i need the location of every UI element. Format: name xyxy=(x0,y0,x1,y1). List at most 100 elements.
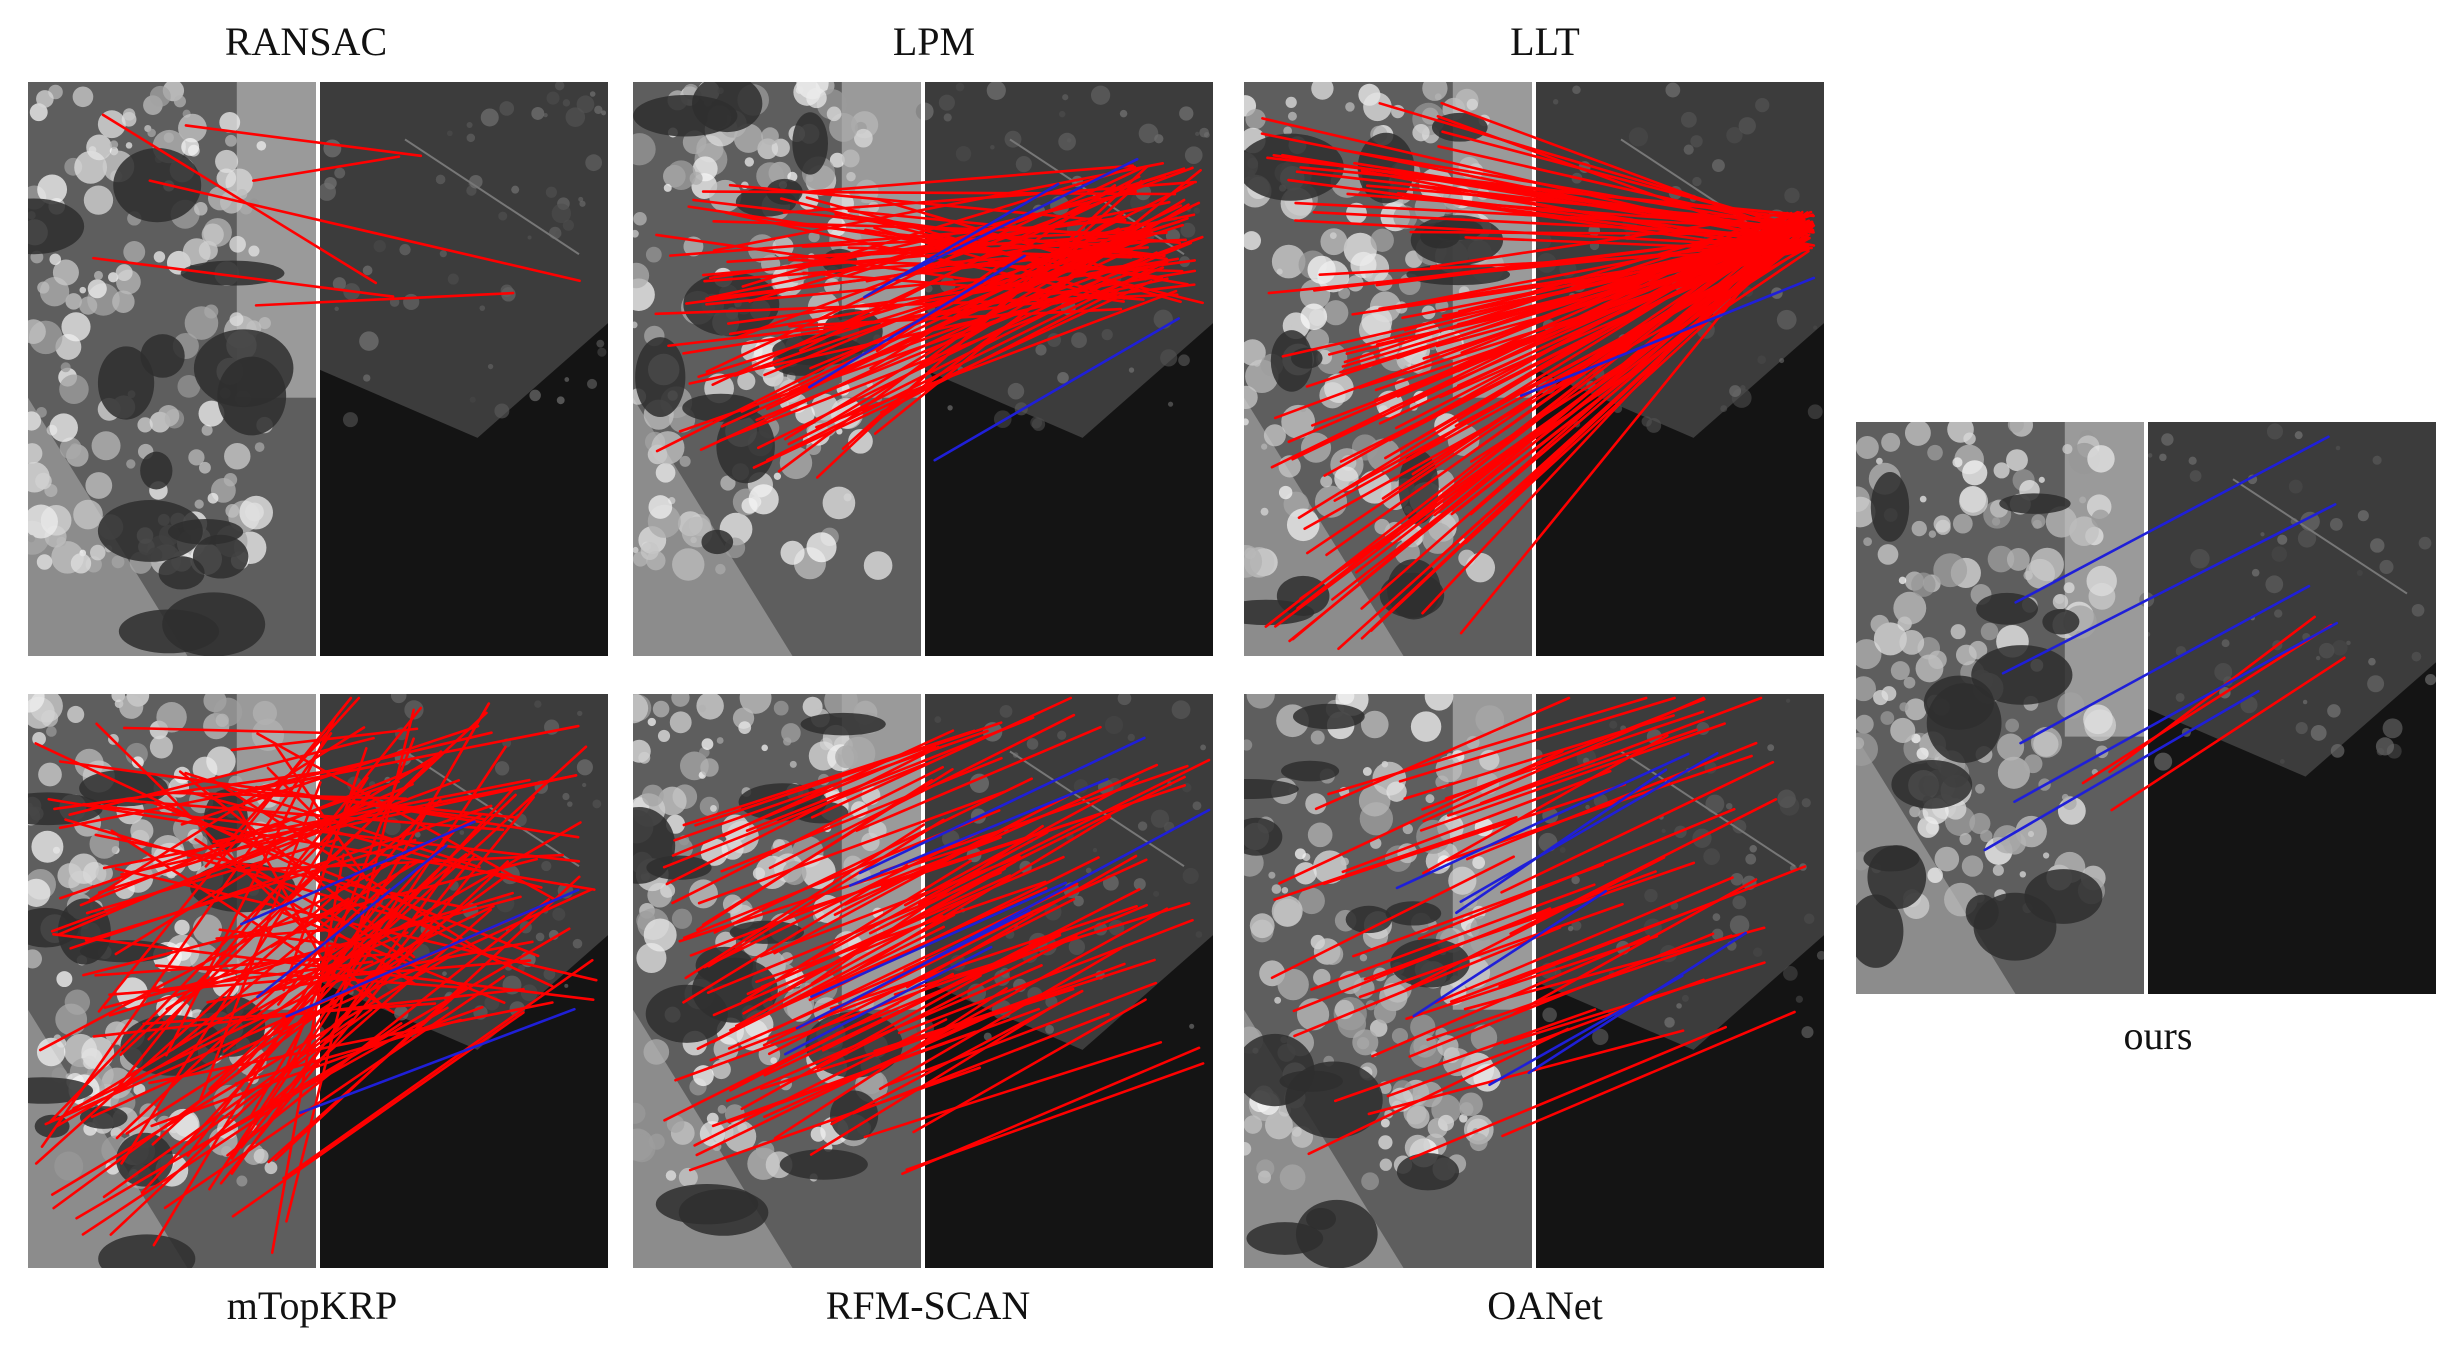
outlier-match-line xyxy=(863,1041,1163,1139)
inlier-match-line xyxy=(1527,931,1748,1075)
left-image xyxy=(1244,694,1534,1268)
outlier-match-line xyxy=(734,894,976,1028)
left-image xyxy=(28,82,318,656)
inlier-match-line xyxy=(256,844,448,999)
outlier-match-line xyxy=(835,903,1148,1035)
match-lines xyxy=(92,113,581,307)
outlier-match-line xyxy=(741,165,1137,288)
outlier-match-line xyxy=(1305,220,1809,388)
outlier-match-line xyxy=(843,763,1159,906)
ours-image-pair xyxy=(1856,422,2436,994)
outlier-match-line xyxy=(1388,220,1814,442)
llt-image-pair xyxy=(1244,82,1824,656)
outlier-match-line xyxy=(1293,926,1562,1038)
outlier-match-line xyxy=(1354,230,1795,574)
outlier-match-line xyxy=(1422,734,1669,875)
outlier-match-line xyxy=(1464,236,1803,253)
outlier-match-line xyxy=(729,886,1048,1032)
outlier-match-line xyxy=(34,798,442,1165)
outlier-match-line xyxy=(851,1012,1110,1115)
outlier-match-line xyxy=(56,911,398,1121)
outlier-match-line xyxy=(803,164,1135,194)
outlier-match-line xyxy=(695,1016,981,1157)
outlier-match-line xyxy=(50,956,450,1196)
divider xyxy=(921,694,925,1268)
outlier-match-line xyxy=(1278,749,1564,885)
outlier-match-line xyxy=(120,774,578,876)
outlier-match-line xyxy=(701,190,1177,196)
label-lpm: LPM xyxy=(892,19,976,64)
outlier-match-line xyxy=(694,721,1003,827)
outlier-match-line xyxy=(1500,760,1775,894)
outlier-match-line xyxy=(140,960,374,994)
outlier-match-line xyxy=(1343,212,1800,364)
outlier-match-line xyxy=(1464,246,1790,545)
outlier-match-line xyxy=(47,797,596,891)
outlier-match-line xyxy=(1299,166,1815,218)
outlier-match-line xyxy=(88,726,366,902)
outlier-match-line xyxy=(783,198,1186,441)
outlier-match-line xyxy=(274,875,581,1162)
outlier-match-line xyxy=(1292,907,1552,1013)
outlier-match-line xyxy=(53,767,349,811)
outlier-match-line xyxy=(115,862,410,1140)
outlier-match-line xyxy=(1340,148,1814,231)
outlier-match-line xyxy=(184,771,481,869)
panel-oanet xyxy=(1244,694,1824,1268)
outlier-match-line xyxy=(905,1062,1205,1172)
outlier-match-line xyxy=(142,1002,437,1026)
inlier-match-line xyxy=(784,945,993,1056)
outlier-match-line xyxy=(1449,900,1719,1003)
outlier-match-line xyxy=(1327,696,1648,796)
outlier-match-line xyxy=(724,211,1117,299)
panel-ransac xyxy=(28,82,608,656)
outlier-match-line xyxy=(156,791,408,800)
inlier-match-line xyxy=(795,908,1031,1030)
inlier-match-line xyxy=(298,1007,576,1115)
outlier-match-line xyxy=(766,264,1159,462)
outlier-match-line xyxy=(219,795,535,1185)
outlier-match-line xyxy=(855,725,1102,832)
inlier-match-line xyxy=(848,777,1109,887)
inlier-match-line xyxy=(933,317,1181,462)
inlier-match-line xyxy=(2019,584,2311,745)
outlier-match-line xyxy=(92,256,395,298)
outlier-match-line xyxy=(1358,902,1624,999)
inlier-match-line xyxy=(858,736,1146,875)
outlier-match-line xyxy=(163,975,505,1210)
outlier-match-line xyxy=(148,179,581,283)
outlier-match-line xyxy=(1501,1010,1796,1138)
outlier-match-line xyxy=(1409,1025,1728,1160)
divider xyxy=(2144,422,2148,994)
outlier-match-line xyxy=(1409,230,1795,236)
outlier-match-line xyxy=(254,785,580,839)
match-lines xyxy=(1983,435,2346,852)
outlier-match-line xyxy=(719,266,1165,442)
outlier-match-line xyxy=(1419,722,1726,832)
outlier-match-line xyxy=(1429,211,1789,269)
rfm-scan-image-pair xyxy=(633,694,1213,1268)
outlier-match-line xyxy=(1421,220,1793,615)
divider xyxy=(1532,694,1536,1268)
outlier-match-line xyxy=(740,974,982,1111)
outlier-match-line xyxy=(878,946,1123,1091)
right-image xyxy=(1531,694,1824,1268)
outlier-match-line xyxy=(1333,1008,1597,1103)
outlier-match-line xyxy=(882,907,1169,1067)
outlier-match-line xyxy=(682,729,976,827)
outlier-match-line xyxy=(1440,101,1798,236)
outlier-match-line xyxy=(94,833,464,909)
outlier-match-line xyxy=(713,777,1034,934)
outlier-match-line xyxy=(709,965,956,1062)
outlier-match-line xyxy=(788,307,1123,328)
outlier-match-line xyxy=(678,840,984,943)
outlier-match-line xyxy=(705,260,1169,306)
outlier-match-line xyxy=(171,899,354,1051)
outlier-match-line xyxy=(692,198,1166,258)
outlier-match-line xyxy=(1454,238,1808,428)
outlier-match-line xyxy=(1460,220,1792,355)
outlier-match-line xyxy=(285,708,416,1223)
outlier-match-line xyxy=(682,269,1197,355)
outlier-match-line xyxy=(1434,876,1734,1004)
outlier-match-line xyxy=(852,235,1204,367)
